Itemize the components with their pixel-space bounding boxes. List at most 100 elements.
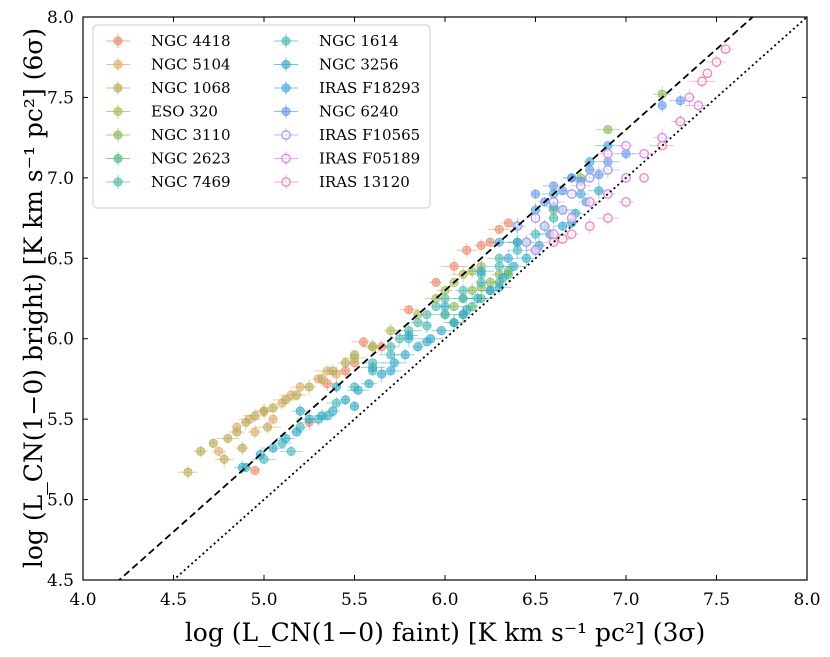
data-point — [603, 213, 613, 223]
data-point — [386, 366, 396, 376]
legend: NGC 4418 NGC 5104 NGC 1068 ESO 320 NGC 3110 N… — [92, 24, 431, 209]
data-point — [259, 406, 269, 416]
reference-line-dotted — [172, 17, 807, 580]
data-point — [404, 330, 414, 340]
data-point — [702, 68, 713, 79]
data-point — [720, 44, 731, 55]
data-point — [328, 366, 338, 376]
data-point — [566, 189, 577, 199]
data-point — [585, 165, 595, 175]
data-point — [693, 100, 704, 111]
data-point — [268, 403, 278, 413]
legend-item: NGC 6240 — [274, 103, 399, 121]
data-point — [639, 148, 649, 159]
x-axis-label: log (L_CN(1−0) faint) [K km s⁻¹ pc²] (3σ… — [185, 618, 705, 647]
data-point — [422, 337, 432, 347]
data-point — [331, 398, 341, 408]
data-point — [498, 273, 508, 283]
data-point — [404, 305, 414, 315]
data-point — [530, 213, 541, 223]
data-point — [364, 379, 374, 389]
data-point — [223, 433, 233, 443]
y-tick-label: 7.5 — [47, 88, 74, 108]
data-point — [539, 221, 550, 231]
legend-label: IRAS F10565 — [319, 126, 420, 144]
data-point — [557, 234, 568, 244]
data-point — [503, 253, 513, 263]
data-point — [241, 417, 251, 427]
data-point — [603, 164, 613, 175]
data-point — [558, 221, 568, 231]
data-point — [422, 321, 432, 331]
series-ngc-3256 — [234, 182, 610, 475]
legend-label: NGC 1614 — [319, 32, 399, 50]
data-point — [328, 406, 338, 416]
data-point — [214, 446, 224, 456]
y-tick-label: 8.0 — [47, 8, 74, 28]
legend-item: NGC 3110 — [106, 126, 231, 144]
data-point — [250, 411, 260, 421]
x-tick-label: 7.5 — [703, 590, 730, 610]
data-point — [386, 350, 396, 360]
x-tick-label: 6.5 — [522, 590, 549, 610]
legend-label: NGC 6240 — [319, 103, 399, 121]
legend-marker — [113, 59, 123, 69]
x-tick-label: 7.0 — [612, 590, 639, 610]
x-tick-label: 5.5 — [341, 590, 368, 610]
data-point — [292, 390, 302, 400]
legend-marker — [281, 83, 291, 93]
data-point — [317, 374, 327, 384]
data-point — [449, 302, 459, 312]
data-point — [232, 427, 242, 437]
legend-marker — [281, 36, 291, 46]
data-point — [422, 310, 432, 320]
legend-label: NGC 5104 — [151, 56, 231, 74]
legend-item: NGC 2623 — [106, 150, 231, 168]
legend-marker — [281, 177, 291, 187]
data-point — [530, 245, 541, 256]
data-point — [473, 293, 483, 303]
y-tick-label: 5.5 — [47, 410, 74, 430]
data-point — [317, 411, 327, 421]
data-point — [292, 427, 302, 437]
legend-label: NGC 7469 — [151, 173, 231, 191]
data-point — [349, 353, 359, 363]
data-point — [413, 342, 423, 352]
data-point — [386, 326, 396, 336]
y-axis-label: log (L_CN(1−0) bright) [K km s⁻¹ pc²] (6… — [19, 28, 48, 568]
data-point — [368, 363, 378, 373]
legend-marker — [113, 130, 123, 140]
data-point — [359, 337, 369, 347]
data-point — [413, 318, 423, 328]
legend-label: NGC 2623 — [151, 150, 231, 168]
data-point — [449, 318, 459, 328]
y-tick-label: 4.5 — [47, 571, 74, 591]
data-point — [697, 76, 707, 87]
data-point — [458, 310, 468, 320]
data-point — [584, 221, 595, 231]
data-point — [549, 213, 559, 223]
legend-box — [92, 24, 431, 209]
legend-item: IRAS 13120 — [274, 173, 410, 191]
data-point — [594, 186, 604, 196]
x-tick-label: 8.0 — [793, 590, 820, 610]
legend-item: NGC 7469 — [106, 173, 231, 191]
x-tick-label: 5.0 — [250, 590, 277, 610]
data-point — [639, 173, 649, 183]
data-point — [268, 443, 278, 453]
legend-marker — [281, 153, 291, 164]
data-point — [436, 326, 446, 336]
data-point — [440, 310, 450, 320]
data-point — [431, 302, 441, 312]
legend-label: NGC 3110 — [151, 126, 231, 144]
legend-label: NGC 3256 — [319, 56, 399, 74]
data-point — [449, 261, 459, 271]
data-point — [575, 181, 586, 191]
data-point — [281, 433, 291, 443]
series-iras-13120 — [540, 44, 733, 248]
data-point — [566, 229, 577, 240]
data-point — [621, 140, 631, 151]
data-point — [603, 125, 613, 135]
data-point — [584, 197, 595, 207]
